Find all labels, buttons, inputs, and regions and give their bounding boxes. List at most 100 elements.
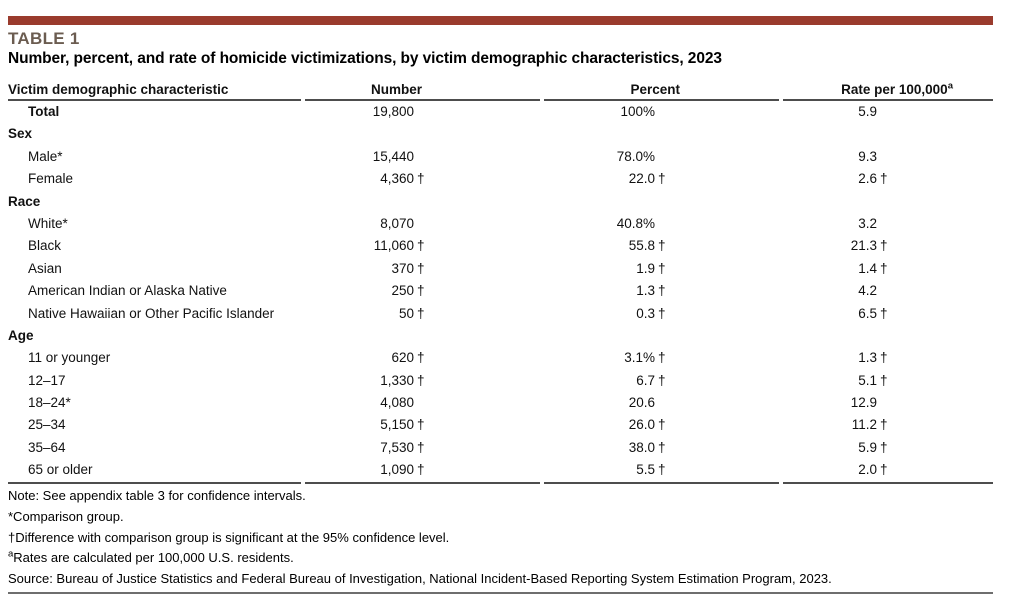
dagger-marker	[414, 392, 427, 414]
cell-value: 50	[398, 305, 414, 321]
cell-value: 5.9	[858, 104, 877, 119]
table-row: 65 or older 1,090 † 5.5 † 2.0 †	[8, 459, 993, 481]
dagger-marker: †	[880, 350, 888, 366]
cell-number: 7,530 †	[305, 437, 540, 459]
dagger-marker: †	[658, 283, 666, 299]
cell-rate: 2.6 †	[783, 168, 993, 190]
cell-percent: 38.0 †	[544, 437, 779, 459]
cell-number: 15,440	[305, 146, 540, 168]
dagger-marker: †	[658, 260, 666, 276]
cell-value: 370	[391, 260, 414, 276]
dagger-marker: †	[658, 462, 666, 478]
dagger-marker	[655, 392, 668, 414]
cell-percent: 55.8 †	[544, 235, 779, 257]
cell-percent: 5.5 †	[544, 459, 779, 481]
dagger-marker: †	[658, 238, 666, 254]
rate-header-superscript: a	[947, 80, 953, 92]
cell-number: 250 †	[305, 280, 540, 302]
cell-value: 12.9	[850, 395, 877, 411]
cell-value: 15,440	[372, 148, 414, 164]
table-row: American Indian or Alaska Native 250 † 1.3 †…	[8, 280, 993, 302]
cell-number: 620 †	[305, 347, 540, 369]
cell-value: 21.3	[850, 238, 877, 254]
cell-value: 1,090	[380, 462, 414, 478]
dagger-marker: †	[417, 260, 425, 276]
note-line: †Difference with comparison group is sig…	[8, 529, 450, 545]
dagger-marker: †	[417, 372, 425, 388]
dagger-marker	[414, 101, 427, 123]
cell-percent: 100%	[544, 101, 779, 123]
section-row: Race	[8, 191, 993, 213]
cell-value: 40.8%	[616, 215, 655, 231]
row-label: Female	[28, 171, 74, 187]
table-row: Female 4,360 † 22.0 † 2.6 †	[8, 168, 993, 190]
table-row: Asian 370 † 1.9 † 1.4 †	[8, 258, 993, 280]
cell-rate: 1.3 †	[783, 347, 993, 369]
cell-value: 22.0	[628, 171, 655, 187]
cell-number: 4,080	[305, 392, 540, 414]
cell-number: 5,150 †	[305, 414, 540, 436]
cell-value: 4,080	[380, 395, 414, 411]
dagger-marker: †	[880, 462, 888, 478]
row-label: Sex	[8, 126, 33, 142]
dagger-marker: †	[658, 171, 666, 187]
cell-value: 38.0	[628, 439, 655, 455]
cell-rate: 5.9 †	[783, 437, 993, 459]
cell-rate: 4.2	[783, 280, 993, 302]
row-label: Total	[28, 104, 60, 119]
table-row: Native Hawaiian or Other Pacific Islande…	[8, 303, 993, 325]
row-label: 11 or younger	[28, 350, 111, 366]
dagger-marker: †	[880, 305, 888, 321]
cell-value: 5.1	[858, 372, 877, 388]
row-label: 35–64	[28, 439, 66, 455]
note-line: *Comparison group.	[8, 508, 124, 524]
dagger-marker: †	[417, 350, 425, 366]
table-body: Total 19,800 100% 5.9 Sex Male* 15,440 78.0% 9.3…	[8, 101, 993, 482]
cell-value: 78.0%	[616, 148, 655, 164]
rule-segment	[544, 481, 779, 484]
dagger-marker	[655, 101, 668, 123]
cell-rate: 12.9	[783, 392, 993, 414]
cell-rate: 5.1 †	[783, 370, 993, 392]
row-label: Native Hawaiian or Other Pacific Islande…	[28, 305, 275, 321]
statistics-table: Victim demographic characteristic Number…	[8, 80, 993, 484]
cell-rate: 3.2	[783, 213, 993, 235]
dagger-marker	[877, 101, 890, 123]
cell-percent: 22.0 †	[544, 168, 779, 190]
dagger-marker: †	[417, 439, 425, 455]
cell-percent: 3.1% †	[544, 347, 779, 369]
cell-value: 6.7	[636, 372, 655, 388]
dagger-marker: †	[417, 305, 425, 321]
cell-rate: 2.0 †	[783, 459, 993, 481]
cell-rate: 5.9	[783, 101, 993, 123]
rule-segment	[8, 481, 301, 484]
cell-number: 8,070	[305, 213, 540, 235]
note-superscript: a	[8, 549, 14, 561]
cell-rate: 11.2 †	[783, 414, 993, 436]
cell-value: 6.5	[858, 305, 877, 321]
cell-value: 3.2	[858, 215, 877, 231]
cell-value: 8,070	[380, 215, 414, 231]
cell-value: 1.3	[858, 350, 877, 366]
row-label: 12–17	[28, 372, 66, 388]
cell-percent: 20.6	[544, 392, 779, 414]
note-line: Source: Bureau of Justice Statistics and…	[8, 571, 832, 587]
table-row: 11 or younger 620 † 3.1% † 1.3 †	[8, 347, 993, 369]
dagger-marker: †	[880, 417, 888, 433]
dagger-marker	[414, 146, 427, 168]
dagger-marker: †	[880, 171, 888, 187]
table-title: Number, percent, and rate of homicide vi…	[8, 50, 722, 67]
cell-number: 19,800	[305, 101, 540, 123]
row-label: Age	[8, 327, 34, 343]
column-header-characteristic: Victim demographic characteristic	[8, 82, 301, 101]
note-line: Note: See appendix table 3 for confidenc…	[8, 488, 306, 503]
cell-value: 1.9	[636, 260, 655, 276]
table-number-label: TABLE 1	[8, 29, 80, 48]
table-row: 18–24* 4,080 20.6 12.9	[8, 392, 993, 414]
row-label: Male*	[28, 148, 63, 164]
table-row: Black 11,060 † 55.8 † 21.3 †	[8, 235, 993, 257]
row-label: 18–24*	[28, 395, 71, 411]
dagger-marker	[655, 213, 668, 235]
table-row: 25–34 5,150 † 26.0 † 11.2 †	[8, 414, 993, 436]
dagger-marker: †	[880, 372, 888, 388]
